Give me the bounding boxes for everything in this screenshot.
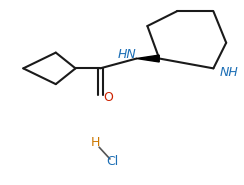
Text: NH: NH	[219, 66, 238, 79]
Text: H: H	[91, 136, 100, 149]
Text: Cl: Cl	[106, 155, 118, 168]
Text: HN: HN	[117, 48, 136, 61]
Polygon shape	[137, 55, 159, 62]
Text: O: O	[103, 91, 113, 104]
